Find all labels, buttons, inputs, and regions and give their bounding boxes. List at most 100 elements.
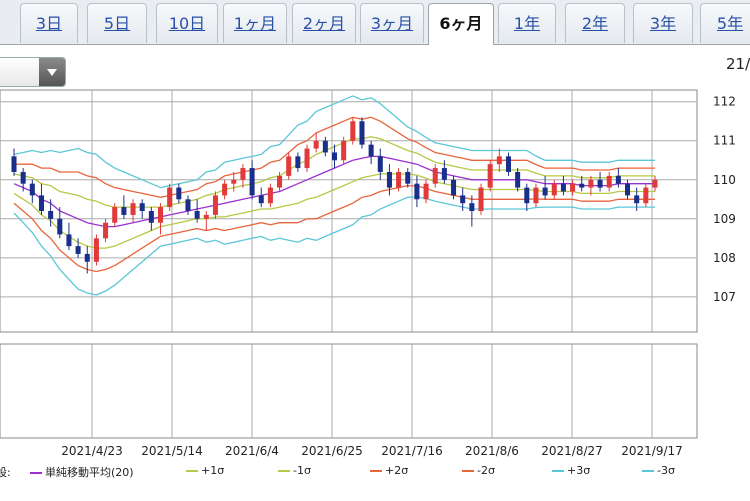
candle-body — [322, 140, 328, 153]
tab-1-month[interactable]: 1ヶ月 — [223, 3, 287, 43]
tab-3-months[interactable]: 3ヶ月 — [360, 3, 424, 43]
candle-body — [432, 168, 438, 184]
candle-body — [258, 195, 264, 204]
tab-5-years[interactable]: 5年 — [700, 3, 750, 43]
legend-swatch — [186, 470, 198, 472]
candle-body — [304, 148, 310, 169]
tab-2-months[interactable]: 2ヶ月 — [292, 3, 356, 43]
candle-body — [359, 121, 365, 145]
legend-item-plus1sigma: +1σ — [186, 464, 224, 477]
legend-swatch — [552, 470, 564, 472]
legend-swatch — [642, 470, 654, 472]
minus2sigma-line — [13, 184, 655, 273]
x-tick-label: 2021/6/4 — [225, 444, 279, 458]
candle-body — [176, 187, 182, 200]
chevron-down-icon[interactable] — [39, 58, 65, 86]
tab-3-years[interactable]: 3年 — [633, 3, 693, 43]
candle-body — [185, 199, 191, 211]
y-axis-labels: 107 108 109 110 111 112 — [713, 95, 736, 304]
legend-item-sma20: 単純移動平均(20) — [30, 464, 134, 480]
plus3sigma-line — [13, 95, 655, 189]
x-tick-label: 2021/9/17 — [621, 444, 683, 458]
chart-settings-select[interactable] — [0, 57, 66, 87]
candle-body — [38, 195, 44, 211]
candle-body — [212, 195, 218, 215]
candle-body — [295, 156, 301, 169]
candle-body — [20, 171, 26, 184]
y-tick-label: 112 — [713, 95, 736, 109]
tab-1-year[interactable]: 1年 — [498, 3, 556, 43]
legend-item-plus3sigma: +3σ — [552, 464, 590, 477]
candle-body — [441, 168, 447, 180]
candle-body — [240, 168, 246, 180]
minus3sigma-line — [13, 196, 655, 296]
legend-swatch — [462, 470, 474, 472]
x-tick-label: 2021/5/14 — [141, 444, 203, 458]
candle-body — [157, 207, 164, 223]
candle-body — [75, 246, 81, 254]
legend-swatch — [370, 470, 382, 472]
candle-body — [597, 179, 603, 188]
tab-2-years[interactable]: 2年 — [565, 3, 625, 43]
x-tick-label: 2021/4/23 — [61, 444, 123, 458]
candle-body — [579, 183, 585, 188]
legend-item-minus2sigma: -2σ — [462, 464, 495, 477]
candle-body — [533, 187, 539, 204]
candle-body — [405, 171, 411, 184]
candle-body — [267, 187, 273, 204]
y-tick-label: 108 — [713, 251, 736, 265]
candle-body — [139, 203, 145, 211]
candle-body — [469, 203, 475, 211]
candle-body — [606, 175, 612, 188]
tab-5-days[interactable]: 5日 — [87, 3, 147, 43]
candle-body — [350, 121, 356, 141]
legend-item-plus2sigma: +2σ — [370, 464, 408, 477]
tab-10-days[interactable]: 10日 — [156, 3, 218, 43]
legend-swatch — [278, 470, 290, 472]
candle-body — [652, 179, 658, 188]
candle-body — [460, 195, 466, 204]
candle-body — [66, 234, 72, 247]
candle-body — [11, 156, 17, 172]
candle-body — [103, 222, 109, 239]
candle-body — [643, 187, 649, 204]
candle-body — [130, 203, 136, 215]
candle-body — [588, 179, 594, 188]
candle-body — [112, 207, 118, 223]
tab-3-days[interactable]: 3日 — [20, 3, 78, 43]
candle-body — [194, 211, 200, 219]
candle-body — [29, 183, 35, 196]
candle-body — [341, 140, 347, 161]
candle-body — [203, 214, 209, 219]
y-tick-label: 107 — [713, 290, 736, 304]
legend: 設: 単純移動平均(20) +1σ -1σ +2σ -2σ +3σ -3σ — [0, 462, 750, 484]
candle-body — [560, 183, 566, 192]
candle-body — [93, 238, 99, 262]
x-tick-label: 2021/8/27 — [541, 444, 603, 458]
candle-body — [167, 187, 173, 208]
date-range-label: 21/ — [726, 55, 750, 73]
candle-body — [478, 187, 484, 211]
candle-body — [487, 164, 493, 188]
candle-body — [57, 218, 63, 235]
candle-body — [551, 183, 557, 196]
candle-body — [368, 144, 374, 157]
candle-body — [634, 195, 640, 204]
x-tick-label: 2021/6/25 — [301, 444, 363, 458]
legend-item-minus3sigma: -3σ — [642, 464, 675, 477]
y-tick-label: 110 — [713, 173, 736, 187]
x-axis-labels: 2021/4/23 2021/5/14 2021/6/4 2021/6/25 2021/… — [61, 444, 683, 458]
candle-body — [570, 183, 576, 192]
bollinger-bands — [13, 95, 655, 296]
period-tab-bar: 3日 5日 10日 1ヶ月 2ヶ月 3ヶ月 6ヶ月 1年 2年 3年 5年 — [0, 0, 750, 45]
legend-item-minus1sigma: -1σ — [278, 464, 311, 477]
candle-body — [396, 171, 402, 188]
main-plot-frame — [0, 89, 698, 333]
candle-body — [515, 171, 521, 188]
candles — [11, 117, 658, 274]
candle-body — [524, 187, 530, 204]
candle-body — [222, 183, 228, 196]
candle-body — [286, 156, 292, 176]
tab-6-months[interactable]: 6ヶ月 — [428, 3, 494, 45]
